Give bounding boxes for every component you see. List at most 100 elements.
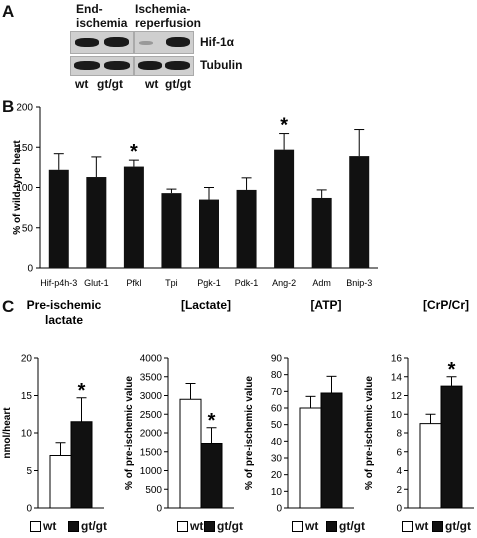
y-tick-label: 3500 [140,372,163,383]
y-tick-label: 100 [16,183,33,194]
y-tick-label: 50 [22,223,34,234]
y-tick-label: 6 [396,447,402,458]
lane-label: gt/gt [97,77,123,91]
bar [179,398,202,509]
lane-label: gt/gt [165,77,191,91]
y-tick-label: 10 [391,410,403,421]
blot-hif-end-ischemia [70,31,134,54]
header-line: Ischemia- [135,2,191,16]
legend-label-gtgt: gt/gt [445,519,471,533]
bar [299,407,322,509]
y-tick-label: 0 [26,504,32,515]
header-line: End- [76,2,103,16]
chart-title: [ATP] [310,298,341,312]
band [75,38,99,47]
band [139,41,153,45]
panel-label-a: A [2,2,15,21]
band [74,61,100,70]
y-tick-label: 12 [391,391,403,402]
y-axis-label: % of pre-ischemic value [124,376,135,490]
bar [86,177,107,268]
y-tick-label: 0 [396,504,402,515]
bar [70,421,93,509]
header-line: reperfusion [135,16,202,30]
y-tick-label: 2500 [140,410,163,421]
chart-title: lactate [45,313,83,327]
bar [419,423,442,509]
chart-crp-cr: [CrP/Cr] 0 2 4 6 8 10 12 14 16 % of pre-ischemic v… [364,298,474,515]
blot-tubulin-end-ischemia [70,56,134,76]
blot-header-ischemia-reperfusion: Ischemia- reperfusion [135,2,201,30]
y-tick-label: 20 [271,470,283,481]
y-tick-label: 0 [276,504,282,515]
legend-label-wt: wt [43,519,57,533]
significance-mark: * [448,359,456,381]
blot-header-end-ischemia: End- ischemia [76,2,127,30]
bar [48,169,69,268]
legend-label-wt: wt [305,519,319,533]
blot-row-label-tubulin: Tubulin [200,58,243,72]
chart-title: Pre-ischemic [27,298,102,312]
y-axis-label: % of pre-ischemic value [364,376,375,490]
y-tick-label: 0 [156,504,162,515]
legend-swatch-wt [402,521,413,532]
y-tick-label: 4 [396,466,402,477]
bar [274,149,295,268]
x-tick-label: Pdk-1 [235,278,259,288]
y-tick-label: 2000 [140,429,163,440]
band [104,37,129,47]
y-tick-label: 0 [27,264,33,275]
panel-label-b: B [2,97,15,116]
y-tick-label: 2 [396,485,402,496]
legend-swatch-gtgt [204,521,215,532]
y-tick-label: 60 [271,404,283,415]
y-tick-label: 10 [271,487,283,498]
significance-mark: * [280,115,288,137]
significance-mark: * [78,380,86,402]
chart-lactate: [Lactate] 0 500 1000 1500 2000 2500 3000 3500 400… [124,298,234,515]
band [166,37,190,47]
y-axis-label: % of pre-ischemic value [244,376,255,490]
y-tick-label: 150 [16,143,33,154]
significance-mark: * [208,410,216,432]
bar [200,443,223,509]
y-tick-label: 40 [271,437,283,448]
legend-swatch-wt [292,521,303,532]
chart-title: [Lactate] [181,298,231,312]
y-tick-label: 15 [21,391,33,402]
y-tick-label: 80 [271,370,283,381]
bar [349,156,370,268]
y-tick-label: 70 [271,387,283,398]
bar [236,189,257,268]
legend-label-wt: wt [190,519,204,533]
chart-title: [CrP/Cr] [423,298,469,312]
bar [123,166,144,268]
x-tick-label: Pfkl [126,278,141,288]
legend-swatch-wt [30,521,41,532]
bar [49,455,72,509]
y-axis-label: nmol/heart [2,407,13,459]
band [138,61,162,70]
y-tick-label: 14 [391,372,403,383]
y-tick-label: 4000 [140,354,163,365]
legend-label-gtgt: gt/gt [217,519,243,533]
legend-swatch-gtgt [68,521,79,532]
bar [440,385,463,509]
lane-label: wt [75,77,89,91]
significance-mark: * [130,141,138,163]
legend-label-wt: wt [415,519,429,533]
legend-swatch-gtgt [432,521,443,532]
band [104,61,130,70]
band [165,61,190,70]
legend-swatch-wt [177,521,188,532]
bar [161,193,182,268]
legend-label-gtgt: gt/gt [81,519,107,533]
chart-panel-b: 0 50 100 150 200 % of wild-type heart Hif-p4h-… [12,103,378,288]
y-tick-label: 20 [21,354,33,365]
y-tick-label: 10 [21,429,33,440]
header-line: ischemia [76,16,128,30]
x-tick-label: Hif-p4h-3 [40,278,77,288]
x-tick-label: Ang-2 [272,278,296,288]
